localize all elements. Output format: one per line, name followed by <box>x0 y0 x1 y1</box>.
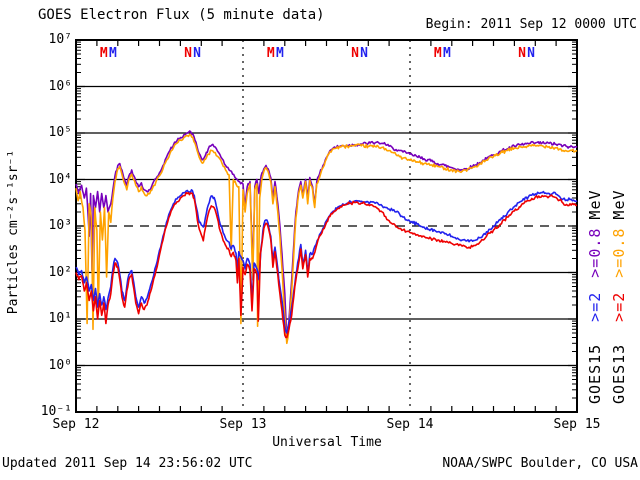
x-tick-label-sep15: Sep 15 <box>553 417 601 432</box>
satellite-position-marker: N <box>193 46 201 61</box>
satellite-position-marker: N <box>527 46 535 61</box>
y-tick-label: 10⁴ <box>48 171 72 187</box>
series-line-goes15-e08 <box>75 130 578 339</box>
satellite-position-marker: N <box>518 46 526 61</box>
x-axis-title: Universal Time <box>272 435 382 450</box>
x-tick-label-sep12: Sep 12 <box>52 417 100 432</box>
series-line-goes13-e08 <box>75 133 578 345</box>
x-tick-label-sep13: Sep 13 <box>219 417 267 432</box>
begin-timestamp: Begin: 2011 Sep 12 0000 UTC <box>425 17 637 32</box>
mev-unit-label-goes13: MeV <box>609 189 628 220</box>
updated-timestamp: Updated 2011 Sep 14 23:56:02 UTC <box>2 456 253 471</box>
y-tick-label: 10⁻¹ <box>40 404 72 419</box>
mev-unit-label-goes15: MeV <box>585 189 604 220</box>
satellite-position-marker: M <box>434 46 442 61</box>
y-tick-label: 10⁶ <box>48 78 72 94</box>
satellite-position-marker: M <box>276 46 284 61</box>
satellite-label-goes15: GOES15 <box>585 343 604 404</box>
y-tick-label: 10¹ <box>48 311 72 326</box>
legend-column-goes13: GOES13 >=2 >=0.8 MeV <box>609 40 628 412</box>
satellite-position-marker: M <box>100 46 108 61</box>
y-tick-label: 10³ <box>48 218 72 233</box>
y-tick-label: 10⁵ <box>48 125 72 140</box>
satellite-position-marker: N <box>351 46 359 61</box>
satellite-position-marker: N <box>184 46 192 61</box>
satellite-position-marker: M <box>443 46 451 61</box>
x-tick-label-sep14: Sep 14 <box>386 417 434 432</box>
series-line-goes13-e2 <box>75 191 578 339</box>
y-tick-label: 10⁰ <box>48 357 72 373</box>
threshold-08mev-label-goes15: >=0.8 <box>585 227 604 278</box>
satellite-position-marker: M <box>267 46 275 61</box>
satellite-label-goes13: GOES13 <box>609 343 628 404</box>
threshold-2mev-label-goes15: >=2 <box>585 291 604 322</box>
source-attribution: NOAA/SWPC Boulder, CO USA <box>442 456 638 471</box>
satellite-position-marker: N <box>360 46 368 61</box>
y-tick-label: 10⁷ <box>48 32 72 47</box>
y-tick-label: 10² <box>48 264 72 280</box>
plot-frame <box>75 39 578 413</box>
satellite-position-marker: M <box>109 46 117 61</box>
threshold-08mev-label-goes13: >=0.8 <box>609 227 628 278</box>
page-title: GOES Electron Flux (5 minute data) <box>38 7 325 23</box>
series-line-goes15-e2 <box>75 189 578 334</box>
threshold-2mev-label-goes13: >=2 <box>609 291 628 322</box>
legend-column-goes15: GOES15 >=2 >=0.8 MeV <box>585 40 604 412</box>
